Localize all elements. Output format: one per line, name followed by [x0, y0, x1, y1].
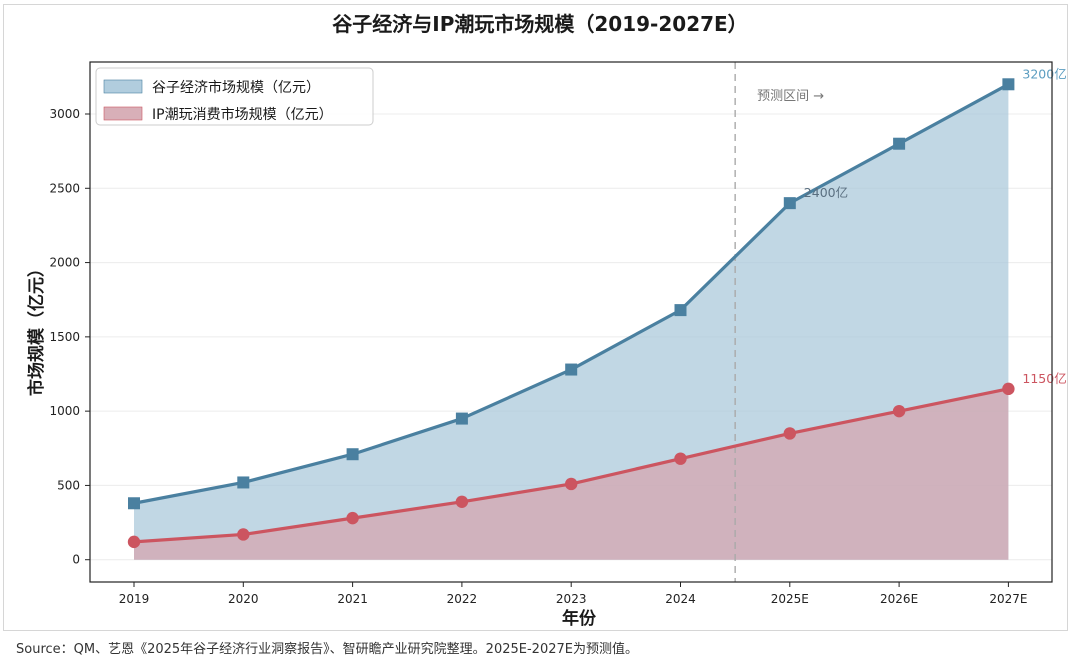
y-tick-label: 2500	[49, 181, 80, 195]
y-tick-label: 3000	[49, 107, 80, 121]
x-tick-label: 2020	[228, 592, 259, 606]
x-tick-label: 2021	[337, 592, 368, 606]
data-point-s1-8	[1002, 382, 1015, 396]
y-axis-label: 市场规模（亿元）	[26, 260, 47, 396]
x-tick-label: 2023	[556, 592, 587, 606]
y-tick-label: 0	[72, 553, 80, 567]
legend-swatch-0	[103, 79, 143, 94]
y-tick-label: 1000	[49, 404, 80, 418]
data-point-s0-0	[128, 497, 140, 510]
data-point-s0-4	[565, 363, 578, 376]
data-point-s1-2	[346, 511, 359, 525]
data-point-s1-5	[674, 452, 687, 465]
data-point-s1-3	[455, 495, 469, 508]
x-tick-label: 2024	[665, 592, 696, 606]
x-tick-label: 2027E	[989, 592, 1027, 606]
data-point-s1-1	[237, 528, 250, 541]
data-point-s1-4	[565, 477, 578, 491]
x-tick-label: 2019	[119, 592, 150, 606]
data-point-s0-6	[783, 197, 796, 210]
data-point-s1-6	[783, 427, 796, 440]
area-chart: 预测区间 → 2400亿 3200亿 1150亿 0 500 1000 1500 2000 250…	[26, 61, 1067, 629]
series-area-1	[134, 388, 1009, 560]
value-annotation-0: 2400亿	[804, 185, 848, 200]
y-tick-label: 500	[57, 478, 80, 492]
forecast-label: 预测区间 →	[757, 89, 824, 104]
chart-title: 谷子经济与IP潮玩市场规模（2019-2027E）	[332, 12, 748, 36]
data-point-s0-3	[455, 412, 468, 425]
data-point-s1-0	[127, 535, 141, 549]
legend-label-0: 谷子经济市场规模（亿元）	[152, 79, 320, 96]
data-point-s0-7	[893, 137, 906, 150]
y-tick-label: 1500	[49, 330, 80, 344]
data-point-s0-2	[346, 448, 359, 461]
x-tick-label: 2026E	[880, 592, 918, 606]
data-point-s0-5	[674, 304, 687, 317]
data-point-s0-1	[237, 476, 250, 489]
legend-label-1: IP潮玩消费市场规模（亿元）	[152, 106, 333, 123]
legend-box	[95, 67, 374, 126]
value-annotation-1: 3200亿	[1022, 66, 1066, 81]
x-tick-label: 2022	[447, 592, 478, 606]
legend-swatch-1	[103, 106, 143, 121]
data-point-s0-8	[1002, 78, 1015, 91]
data-point-s1-7	[892, 404, 906, 418]
source-note: Source：QM、艺恩《2025年谷子经济行业洞察报告》、智研瞻产业研究院整理…	[16, 642, 638, 657]
x-axis-label: 年份	[562, 608, 597, 629]
x-tick-label: 2025E	[771, 592, 809, 606]
y-tick-label: 2000	[49, 256, 80, 270]
value-annotation-2: 1150亿	[1022, 371, 1066, 386]
